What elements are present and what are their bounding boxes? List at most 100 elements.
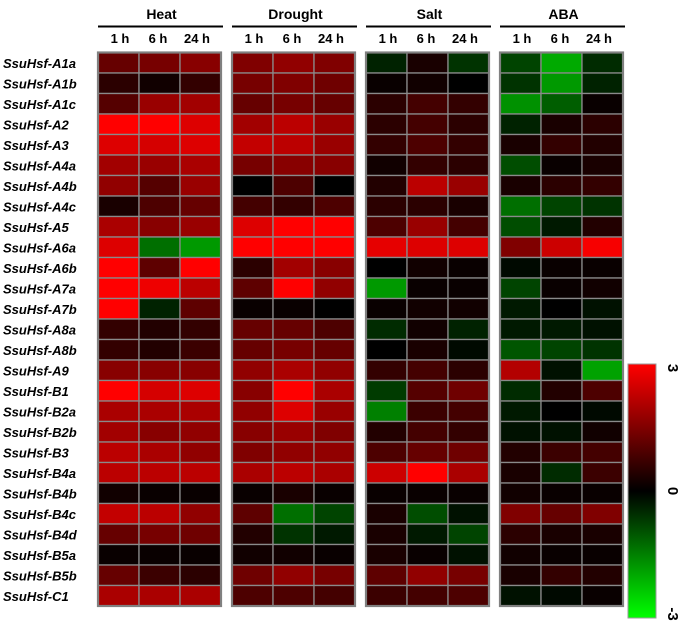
heatmap-cell: [179, 523, 222, 546]
heatmap-cell: [365, 236, 408, 259]
heatmap-cell: [179, 379, 222, 402]
timepoint-label: 6 h: [149, 31, 168, 46]
heatmap-cell: [499, 338, 542, 361]
heatmap-cell: [540, 318, 583, 341]
color-scale-gradient: [627, 363, 657, 619]
gene-label: SsuHsf-A1a: [3, 56, 76, 71]
timepoint-label: 1 h: [245, 31, 264, 46]
heatmap-cell: [447, 420, 490, 443]
heatmap-cell: [179, 277, 222, 300]
heatmap-cell: [365, 154, 408, 177]
gene-label: SsuHsf-A9: [3, 363, 70, 378]
heatmap-cell: [313, 92, 356, 115]
heatmap-cell: [97, 72, 140, 95]
gene-label: SsuHsf-A4c: [3, 199, 77, 214]
heatmap-cell: [365, 523, 408, 546]
heatmap-cell: [499, 420, 542, 443]
heatmap-cell: [581, 256, 624, 279]
heatmap-cell: [97, 297, 140, 320]
heatmap-cell: [138, 564, 181, 587]
heatmap-cell: [581, 297, 624, 320]
heatmap-cell: [313, 461, 356, 484]
color-scale-label: 0: [664, 487, 680, 495]
heatmap-cell: [313, 72, 356, 95]
heatmap-cell: [406, 441, 449, 464]
heatmap-cell: [138, 133, 181, 156]
heatmap-cell: [179, 297, 222, 320]
heatmap-cell: [365, 92, 408, 115]
heatmap-cell: [138, 584, 181, 607]
heatmap-cell: [581, 51, 624, 74]
heatmap-cell: [97, 584, 140, 607]
heatmap-cell: [365, 215, 408, 238]
heatmap-cell: [499, 256, 542, 279]
heatmap-cell: [581, 133, 624, 156]
heatmap-cell: [97, 174, 140, 197]
heatmap-cell: [179, 215, 222, 238]
heatmap-cell: [97, 51, 140, 74]
heatmap-cell: [540, 420, 583, 443]
heatmap-cell: [499, 523, 542, 546]
heatmap-cell: [272, 564, 315, 587]
heatmap-cell: [231, 564, 274, 587]
heatmap-cell: [272, 461, 315, 484]
heatmap-cell: [313, 543, 356, 566]
gene-label: SsuHsf-B5a: [3, 548, 76, 563]
heatmap-cell: [581, 379, 624, 402]
heatmap-cell: [447, 318, 490, 341]
heatmap-cell: [179, 92, 222, 115]
heatmap-cell: [406, 174, 449, 197]
heatmap-cell: [540, 400, 583, 423]
gene-label: SsuHsf-A8a: [3, 322, 76, 337]
heatmap-cell: [313, 400, 356, 423]
heatmap-cell: [365, 133, 408, 156]
heatmap-cell: [540, 215, 583, 238]
heatmap-cell: [581, 215, 624, 238]
gene-label: SsuHsf-A5: [3, 220, 70, 235]
heatmap-cell: [406, 502, 449, 525]
heatmap-cell: [499, 195, 542, 218]
heatmap-cell: [499, 92, 542, 115]
heatmap-cell: [179, 154, 222, 177]
heatmap-cell: [499, 51, 542, 74]
heatmap-cell: [97, 420, 140, 443]
timepoint-label: 6 h: [417, 31, 436, 46]
heatmap-cell: [406, 318, 449, 341]
heatmap-cell: [447, 379, 490, 402]
heatmap-cell: [313, 51, 356, 74]
heatmap-cell: [540, 543, 583, 566]
heatmap-cell: [365, 51, 408, 74]
heatmap-cell: [138, 154, 181, 177]
color-scale-label: 3: [664, 364, 680, 372]
heatmap-cell: [138, 277, 181, 300]
heatmap-cell: [272, 584, 315, 607]
heatmap-cell: [138, 174, 181, 197]
heatmap-cell: [499, 277, 542, 300]
heatmap-cell: [313, 584, 356, 607]
heatmap-cell: [406, 133, 449, 156]
timepoint-label: 6 h: [283, 31, 302, 46]
heatmap-cell: [231, 584, 274, 607]
heatmap-cell: [447, 564, 490, 587]
heatmap-cell: [97, 543, 140, 566]
heatmap-cell: [179, 564, 222, 587]
heatmap-cell: [499, 543, 542, 566]
heatmap-cell: [540, 502, 583, 525]
heatmap-cell: [540, 113, 583, 136]
heatmap-cell: [540, 277, 583, 300]
heatmap-cell: [581, 277, 624, 300]
heatmap-cell: [97, 256, 140, 279]
heatmap-cell: [499, 482, 542, 505]
heatmap-cell: [499, 72, 542, 95]
heatmap-cell: [231, 92, 274, 115]
timepoint-label: 1 h: [379, 31, 398, 46]
heatmap-cell: [447, 72, 490, 95]
heatmap-cell: [138, 482, 181, 505]
heatmap-cell: [97, 236, 140, 259]
heatmap-cell: [179, 318, 222, 341]
heatmap-cell: [179, 420, 222, 443]
heatmap-cell: [138, 236, 181, 259]
gene-label: SsuHsf-A6a: [3, 240, 76, 255]
heatmap-cell: [581, 195, 624, 218]
heatmap-cell: [406, 584, 449, 607]
